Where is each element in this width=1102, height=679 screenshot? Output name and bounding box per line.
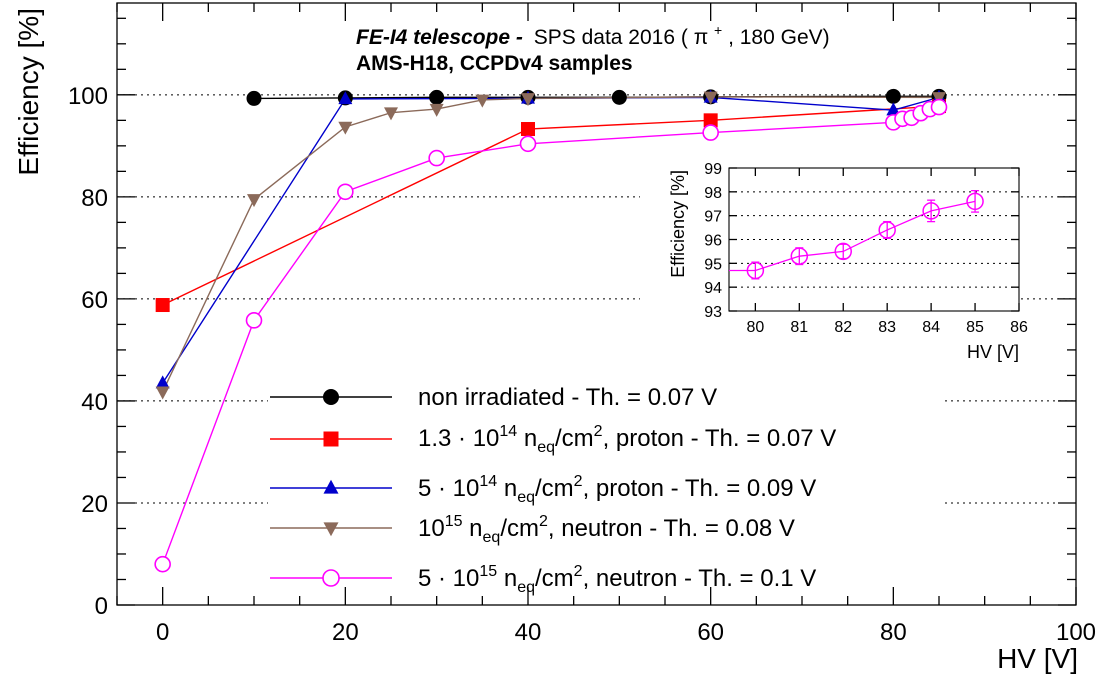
- inset-y-tick-label-98: 98: [704, 185, 722, 202]
- legend-entry-0-label: non irradiated - Th. = 0.07 V: [418, 384, 717, 411]
- series-3-point: [521, 93, 535, 107]
- inset-y-tick-label-96: 96: [704, 233, 722, 250]
- inset-x-tick-label-83: 83: [878, 319, 896, 336]
- x-tick-label-20: 20: [332, 619, 359, 646]
- inset-chart: 80 81 82 83 84 85 86 93 94 95 96 97 98 99 Efficiency …: [668, 161, 1028, 362]
- series-1-point: [521, 122, 535, 137]
- header-end: , 180 GeV): [728, 26, 830, 49]
- y-axis-title: Efficiency [%]: [13, 8, 44, 176]
- series-4-point: [428, 149, 445, 167]
- main-grid: [117, 94, 1076, 504]
- inset-series: [729, 189, 984, 280]
- series-2-point: [886, 102, 901, 116]
- y-tick-label-100: 100: [68, 83, 108, 110]
- series-0-point: [611, 89, 627, 105]
- series-3-point: [429, 103, 444, 117]
- inset-point: [922, 202, 940, 220]
- series-1-point: [703, 113, 718, 128]
- legend-entry-1-label: 1.3 · 1014 neq/cm2, proton - Th. = 0.07 …: [418, 423, 836, 456]
- chart-header-line1: FE-I4 telescope - SPS data 2016 ( π + , …: [356, 17, 830, 49]
- series-4-point: [154, 555, 171, 573]
- series-3-point: [338, 121, 353, 135]
- header-pi: π: [694, 26, 709, 49]
- series-3-point: [932, 92, 946, 106]
- inset-point: [878, 221, 896, 239]
- header-bold: FE-I4 telescope -: [356, 26, 523, 49]
- series-4-point: [702, 124, 719, 141]
- series-0-point: [246, 90, 262, 106]
- inset-y-tick-label-99: 99: [704, 161, 722, 178]
- legend-entry-2-marker: [323, 479, 339, 494]
- inset-point: [746, 261, 765, 280]
- series-3-point: [475, 94, 490, 108]
- series-3-point: [703, 91, 718, 105]
- x-tick-label-40: 40: [515, 619, 542, 646]
- plot-frame: [116, 2, 1077, 606]
- inset-x-tick-label-84: 84: [922, 319, 940, 336]
- inset-point: [834, 242, 852, 261]
- legend-entry-4-label: 5 · 1015 neq/cm2, neutron - Th. = 0.1 V: [418, 563, 816, 596]
- legend-entry-3-marker: [323, 522, 339, 537]
- inset-point: [790, 247, 809, 265]
- y-tick-label-60: 60: [81, 287, 108, 314]
- inset-x-tick-label-80: 80: [746, 319, 764, 336]
- y-tick-label-80: 80: [81, 185, 108, 212]
- legend: non irradiated - Th. = 0.07 V 1.3 · 1014…: [270, 384, 836, 596]
- x-tick-label-80: 80: [880, 619, 907, 646]
- y-tick-label-20: 20: [81, 491, 108, 518]
- x-tick-label-60: 60: [697, 619, 724, 646]
- series-4-point: [519, 135, 537, 153]
- inset-x-tick-label-81: 81: [790, 319, 808, 336]
- series-3-point: [155, 386, 170, 400]
- series-1-point: [155, 298, 170, 313]
- inset-x-axis-title: HV [V]: [967, 342, 1019, 362]
- inset-y-tick-label-94: 94: [704, 280, 722, 297]
- inset-axes: 80 81 82 83 84 85 86 93 94 95 96 97 98 99: [704, 161, 1028, 336]
- main-series: [154, 88, 948, 573]
- legend-entry-1-marker: [323, 431, 339, 447]
- inset-x-tick-label-82: 82: [834, 319, 852, 336]
- header-sup: +: [714, 22, 722, 38]
- inset-y-axis-title: Efficiency [%]: [668, 170, 688, 278]
- series-4-point: [245, 312, 263, 329]
- x-axis-title: HV [V]: [997, 643, 1078, 674]
- legend-entry-4-marker: [322, 569, 340, 587]
- legend-entry-2-label: 5 · 1014 neq/cm2, proton - Th. = 0.09 V: [418, 473, 816, 506]
- inset-y-tick-label-97: 97: [704, 209, 722, 226]
- series-4-point: [337, 183, 354, 201]
- y-tick-label-0: 0: [95, 593, 108, 620]
- x-tick-label-100: 100: [1056, 619, 1096, 646]
- header-rest: SPS data 2016 (: [534, 26, 688, 49]
- main-axes: 0 20 40 60 80 100 0 20 40 60 80 100: [68, 3, 1096, 646]
- inset-x-tick-label-85: 85: [966, 319, 984, 336]
- x-tick-label-0: 0: [156, 619, 169, 646]
- chart-header-line2: AMS-H18, CCPDv4 samples: [356, 52, 633, 75]
- series-3-point: [384, 107, 398, 121]
- series-0-point: [429, 89, 445, 105]
- series-0-point: [885, 88, 901, 104]
- series-2-point: [155, 375, 170, 389]
- series-3-point: [247, 194, 261, 208]
- legend-entry-0-marker: [323, 389, 339, 405]
- legend-entry-3-label: 1015 neq/cm2, neutron - Th. = 0.08 V: [418, 513, 795, 546]
- y-tick-label-40: 40: [81, 389, 108, 416]
- series-1-line: [162, 105, 940, 306]
- inset-point: [966, 192, 984, 211]
- legend-samples: [270, 389, 392, 587]
- inset-y-tick-label-95: 95: [704, 256, 722, 273]
- inset-x-tick-label-86: 86: [1010, 319, 1028, 336]
- series-4-point: [930, 98, 948, 116]
- inset-y-tick-label-93: 93: [704, 304, 722, 321]
- series-2-point: [338, 91, 353, 105]
